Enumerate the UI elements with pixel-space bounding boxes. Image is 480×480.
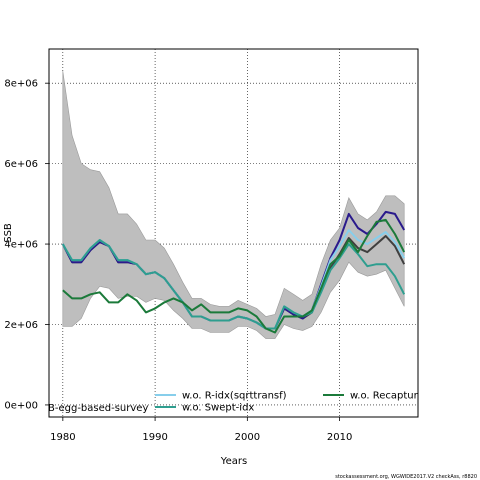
legend-label: w.o. Recaptur	[350, 391, 419, 402]
series-line-4	[61, 239, 406, 330]
y-tick-label: 8e+06	[4, 79, 38, 90]
y-tick-label: 4e+06	[4, 240, 38, 251]
x-tick-label: 2000	[235, 432, 260, 443]
confidence-band	[62, 71, 405, 339]
y-axis-ticks: 0e+00 2e+06 4e+06 6e+06 8e+06	[4, 79, 49, 411]
x-tick-label: 2010	[327, 432, 352, 443]
x-axis-title: Years	[220, 456, 247, 467]
y-tick-label: 2e+06	[4, 320, 38, 331]
series-lines	[61, 210, 406, 334]
survey-annotation: B-egg-based-survey	[48, 403, 148, 414]
footer-note: stockassessment.org, WGWIDE2017.V2 check…	[335, 474, 477, 480]
y-tick-label: 6e+06	[4, 159, 38, 170]
legend: w.o. R-idx(sqrttransf)w.o. Swept-idx w.o.…	[155, 391, 419, 414]
y-axis-title: SSB	[3, 223, 14, 243]
series-line-5	[62, 218, 406, 334]
plot-frame	[48, 48, 419, 418]
legend-label: w.o. Swept-idx	[182, 403, 254, 414]
y-tick-label: 0e+00	[4, 400, 38, 411]
x-axis-ticks: 1980 1990 2000 2010	[50, 417, 352, 443]
legend-label: w.o. R-idx(sqrttransf)	[182, 391, 287, 402]
x-tick-label: 1990	[142, 432, 167, 443]
x-tick-label: 1980	[50, 432, 75, 443]
